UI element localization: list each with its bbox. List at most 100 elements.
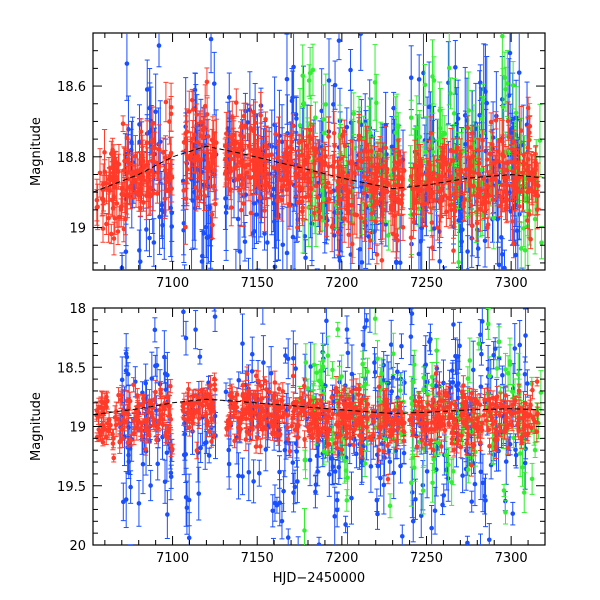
blue-point — [429, 504, 435, 545]
red-point — [138, 173, 144, 196]
blue-point — [326, 451, 332, 497]
green-point — [502, 51, 508, 104]
blue-point — [397, 214, 403, 270]
blue-point — [123, 333, 129, 374]
red-point — [244, 157, 250, 189]
blue-point — [124, 33, 130, 101]
red-point — [212, 380, 218, 390]
red-point — [120, 414, 126, 428]
red-point — [525, 96, 531, 120]
blue-point — [149, 351, 155, 406]
red-point — [367, 231, 373, 250]
red-point — [336, 159, 342, 205]
blue-point — [332, 60, 338, 110]
red-point — [442, 175, 448, 216]
red-point — [202, 180, 208, 211]
blue-point — [332, 486, 338, 545]
x-axis-label: HJD−2450000 — [273, 571, 365, 586]
red-point — [167, 136, 173, 175]
blue-point — [208, 33, 214, 74]
red-point — [526, 116, 532, 150]
red-point — [518, 105, 524, 156]
y-tick-label: 20 — [69, 539, 86, 554]
blue-point — [156, 33, 162, 68]
top-panel: 7100 7150 7200 7250 7300 18.6 18.8 19 Magnitude — [29, 32, 546, 324]
red-point — [204, 152, 210, 184]
red-point — [466, 160, 472, 178]
red-point — [156, 143, 162, 192]
red-point — [344, 196, 350, 222]
blue-point — [464, 535, 470, 545]
blue-point — [499, 289, 504, 324]
red-point — [468, 136, 474, 158]
blue-point — [517, 320, 523, 370]
green-point — [510, 61, 516, 110]
red-point — [188, 132, 194, 179]
bottom-data-points — [93, 308, 545, 545]
blue-point — [477, 533, 483, 545]
blue-point — [409, 308, 415, 326]
blue-point — [260, 308, 266, 325]
red-point — [337, 188, 343, 210]
bottom-y-axis-label: Magnitude — [29, 392, 44, 461]
green-point — [362, 449, 368, 477]
blue-point — [193, 310, 199, 350]
green-point — [325, 335, 331, 376]
red-point — [448, 152, 454, 201]
green-point — [447, 77, 453, 110]
blue-point — [226, 422, 232, 478]
blue-point — [326, 38, 332, 123]
red-point — [493, 111, 499, 130]
green-point — [319, 370, 325, 397]
blue-point — [416, 54, 422, 105]
red-point — [451, 443, 457, 457]
green-point — [320, 352, 326, 369]
red-point — [234, 169, 240, 190]
blue-point — [277, 479, 283, 527]
green-point — [307, 46, 313, 100]
model-curve — [93, 145, 545, 193]
green-point — [422, 63, 428, 106]
blue-point — [460, 458, 466, 494]
blue-point — [155, 447, 161, 481]
blue-point — [364, 313, 370, 328]
blue-point — [148, 469, 154, 502]
red-point — [223, 156, 229, 186]
blue-point — [233, 248, 239, 270]
blue-point — [483, 473, 489, 528]
red-point — [323, 171, 329, 203]
red-point — [326, 116, 332, 157]
red-point — [183, 187, 189, 210]
red-point — [263, 380, 269, 398]
red-point — [120, 181, 126, 208]
red-point — [194, 188, 200, 208]
red-point — [132, 135, 138, 178]
blue-point — [274, 496, 280, 514]
blue-point — [151, 218, 157, 267]
blue-point — [332, 459, 338, 485]
blue-point — [183, 320, 189, 356]
red-point — [462, 177, 468, 222]
blue-point — [375, 454, 381, 478]
blue-point — [336, 33, 342, 61]
y-tick-label: 18.6 — [57, 80, 86, 95]
red-point — [274, 143, 280, 194]
red-point — [489, 162, 495, 198]
red-point — [503, 189, 509, 207]
red-point — [94, 189, 100, 226]
top-y-axis-label: Magnitude — [29, 117, 44, 186]
red-point — [167, 378, 173, 394]
red-point — [111, 453, 117, 463]
red-point — [453, 143, 459, 160]
green-point — [343, 459, 349, 482]
x-tick-label: 7150 — [241, 276, 274, 291]
blue-point — [399, 524, 405, 545]
blue-point — [162, 357, 168, 390]
red-point — [451, 237, 457, 264]
red-point — [163, 171, 169, 193]
green-point — [372, 308, 378, 335]
blue-point — [189, 249, 195, 270]
green-point — [532, 442, 538, 459]
blue-point — [449, 362, 455, 379]
green-point — [390, 332, 396, 375]
